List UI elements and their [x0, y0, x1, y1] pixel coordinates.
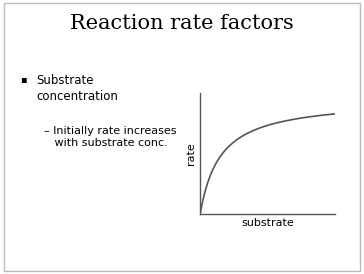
Text: Substrate
concentration: Substrate concentration — [36, 74, 118, 103]
Text: – Initially rate increases
   with substrate conc.: – Initially rate increases with substrat… — [44, 126, 176, 149]
Text: Reaction rate factors: Reaction rate factors — [70, 14, 294, 33]
X-axis label: substrate: substrate — [241, 218, 294, 228]
Text: ▪: ▪ — [20, 74, 27, 84]
Y-axis label: rate: rate — [186, 142, 196, 165]
